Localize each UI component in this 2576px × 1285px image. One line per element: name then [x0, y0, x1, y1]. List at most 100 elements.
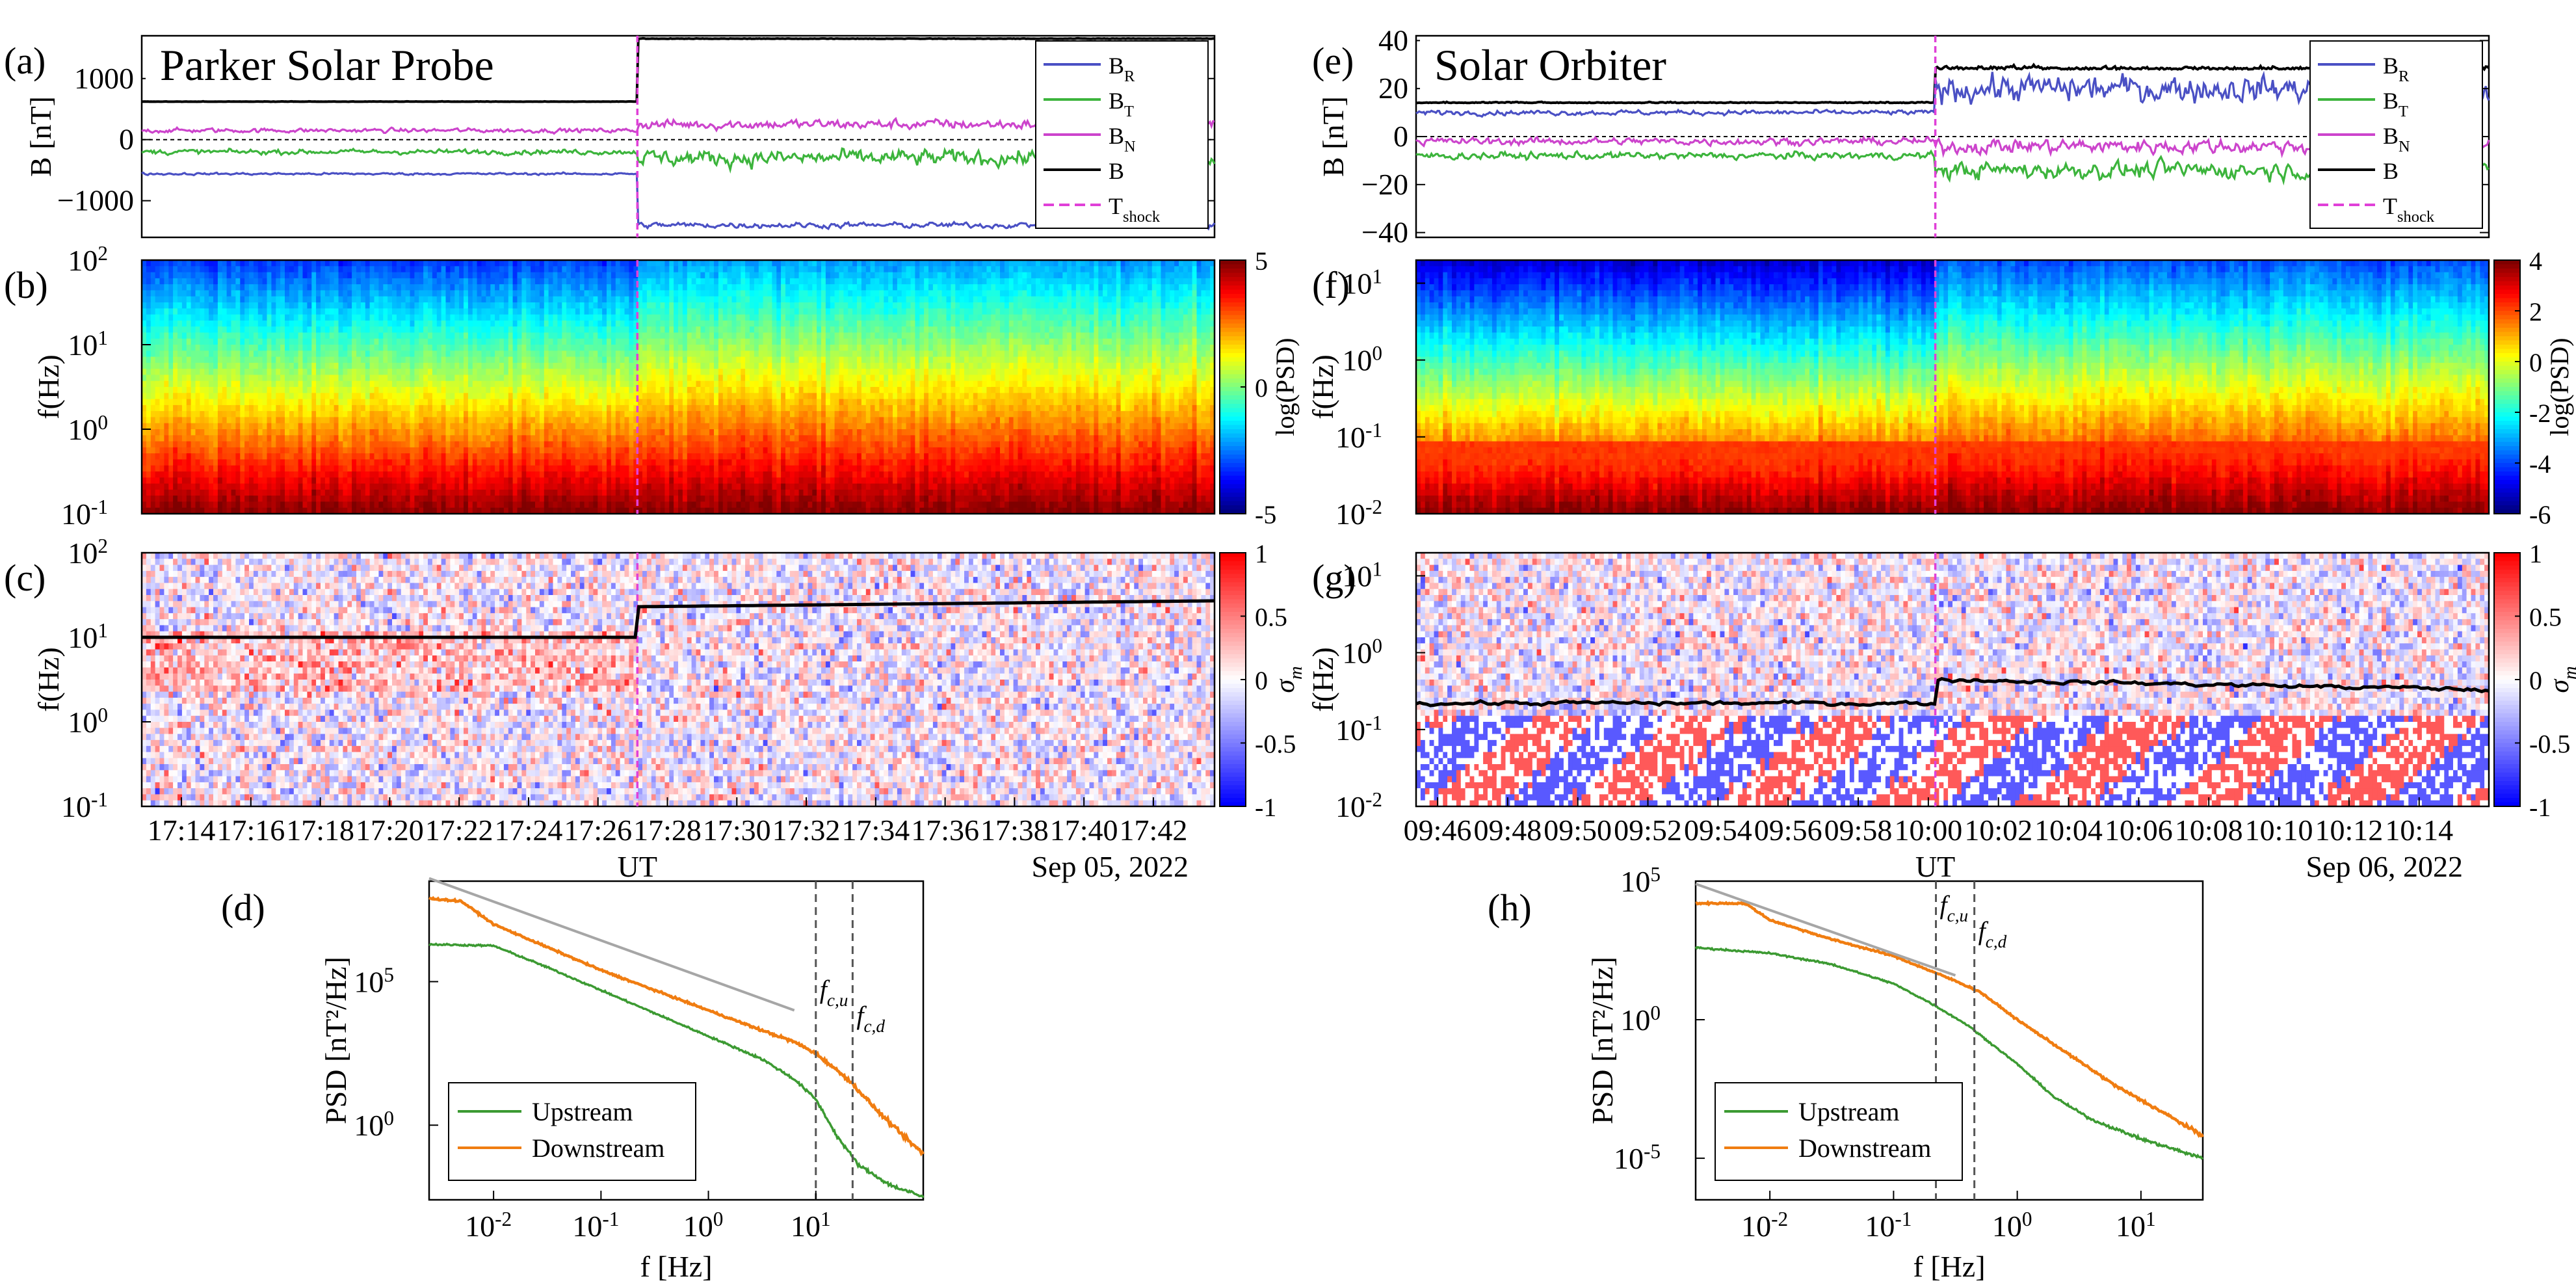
heatmap-cell [486, 423, 491, 430]
heatmap-cell [298, 423, 304, 430]
heatmap-cell [222, 501, 228, 508]
heatmap-cell [343, 429, 348, 436]
heatmap-cell [521, 345, 527, 351]
heatmap-cell [535, 423, 540, 430]
heatmap-cell [437, 471, 442, 478]
heatmap-cell [392, 302, 397, 309]
heatmap-cell [155, 399, 161, 406]
heatmap-cell [204, 490, 209, 496]
heatmap-cell [151, 496, 156, 502]
heatmap-cell [307, 447, 312, 454]
heatmap-cell [531, 369, 536, 375]
heatmap-cell [325, 405, 330, 412]
heatmap-cell [334, 405, 339, 412]
heatmap-cell [289, 315, 295, 321]
heatmap-cell [473, 302, 478, 309]
heatmap-cell [191, 266, 196, 272]
heatmap-cell [504, 272, 509, 279]
heatmap-cell [271, 332, 276, 339]
heatmap-cell [441, 272, 447, 279]
heatmap-cell [383, 459, 388, 466]
heatmap-cell [311, 435, 317, 442]
heatmap-cell [526, 405, 531, 412]
heatmap-cell [200, 369, 205, 375]
heatmap-cell [339, 411, 344, 417]
heatmap-cell [289, 453, 295, 460]
heatmap-cell [231, 308, 237, 315]
heatmap-cell [482, 278, 487, 285]
heatmap-cell [428, 345, 433, 351]
heatmap-cell [204, 429, 209, 436]
heatmap-cell [330, 260, 335, 267]
heatmap-cell [280, 405, 285, 412]
heatmap-cell [388, 471, 393, 478]
heatmap-cell [339, 260, 344, 267]
heatmap-cell [339, 381, 344, 388]
heatmap-cell [531, 447, 536, 454]
heatmap-cell [499, 363, 505, 369]
heatmap-cell [168, 501, 174, 508]
heatmap-cell [428, 447, 433, 454]
heatmap-cell [504, 459, 509, 466]
heatmap-cell [164, 284, 169, 291]
heatmap-cell [378, 290, 384, 297]
heatmap-cell [343, 351, 348, 357]
heatmap-cell [482, 399, 487, 406]
heatmap-cell [459, 490, 464, 496]
heatmap-cell [294, 260, 299, 267]
heatmap-cell [414, 466, 419, 472]
heatmap-cell [303, 429, 308, 436]
heatmap-cell [325, 471, 330, 478]
heatmap-cell [482, 477, 487, 484]
heatmap-cell [209, 466, 214, 472]
heatmap-cell [254, 435, 259, 442]
heatmap-cell [544, 315, 549, 321]
heatmap-cell [513, 369, 518, 375]
heatmap-cell [240, 429, 245, 436]
heatmap-cell [414, 375, 419, 381]
heatmap-cell [459, 363, 464, 369]
heatmap-cell [280, 496, 285, 502]
heatmap-cell [160, 411, 165, 417]
heatmap-cell [557, 302, 562, 309]
heatmap-cell [414, 393, 419, 399]
heatmap-cell [307, 466, 312, 472]
heatmap-cell [352, 393, 357, 399]
heatmap-cell [258, 369, 263, 375]
heatmap-cell [383, 369, 388, 375]
heatmap-cell [263, 393, 268, 399]
heatmap-cell [218, 442, 223, 448]
heatmap-cell [196, 459, 201, 466]
heatmap-cell [504, 308, 509, 315]
heatmap-cell [486, 278, 491, 285]
heatmap-cell [325, 278, 330, 285]
heatmap-cell [263, 411, 268, 417]
heatmap-cell [321, 459, 326, 466]
heatmap-cell [454, 417, 460, 423]
heatmap-cell [464, 375, 469, 381]
heatmap-cell [361, 284, 366, 291]
heatmap-cell [244, 453, 250, 460]
heatmap-cell [477, 490, 482, 496]
heatmap-cell [249, 308, 254, 315]
heatmap-cell [540, 339, 545, 345]
heatmap-cell [222, 308, 228, 315]
heatmap-cell [285, 501, 290, 508]
heatmap-cell [298, 326, 304, 333]
heatmap-cell [392, 290, 397, 297]
heatmap-cell [222, 459, 228, 466]
heatmap-cell [258, 363, 263, 369]
heatmap-cell [330, 387, 335, 393]
heatmap-cell [473, 496, 478, 502]
heatmap-cell [397, 490, 402, 496]
heatmap-cell [486, 363, 491, 369]
heatmap-cell [352, 272, 357, 279]
heatmap-cell [267, 417, 272, 423]
heatmap-cell [544, 363, 549, 369]
heatmap-cell [289, 266, 295, 272]
heatmap-cell [557, 351, 562, 357]
heatmap-cell [218, 351, 223, 357]
heatmap-cell [392, 405, 397, 412]
heatmap-cell [187, 442, 192, 448]
heatmap-cell [343, 260, 348, 267]
